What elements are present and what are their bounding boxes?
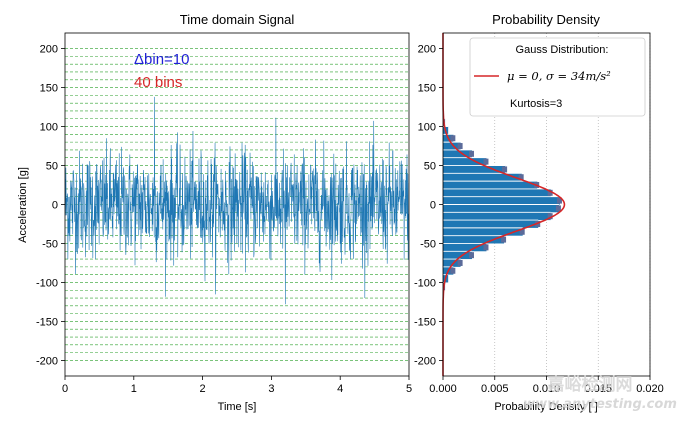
- right-y-ticks: -200 -150 -100 -50 0 50 100 150 200: [414, 44, 443, 367]
- histogram-bar: [443, 204, 559, 213]
- bin-marker: [457, 259, 463, 266]
- x-tick-label: 0.000: [429, 383, 457, 395]
- histogram-bar: [443, 212, 551, 221]
- bin-marker: [483, 244, 489, 251]
- right-x-ticks: 0.000 0.005 0.010 0.015 0.020: [429, 376, 664, 395]
- x-tick-label: 0: [62, 383, 68, 395]
- histogram-bar: [443, 251, 472, 260]
- legend-title: Gauss Distribution:: [516, 44, 609, 56]
- bin-marker: [483, 158, 489, 165]
- bin-marker: [450, 135, 456, 142]
- histogram-bar: [443, 196, 560, 205]
- histogram-bar: [443, 259, 461, 267]
- y-tick-label: -150: [36, 316, 58, 328]
- histogram-bar: [443, 227, 523, 236]
- bin-marker: [547, 189, 553, 196]
- left-x-ticks: 0 1 2 3 4 5: [62, 376, 412, 395]
- y-tick-label: -100: [36, 277, 58, 289]
- bin-marker: [519, 228, 525, 235]
- bin-marker: [468, 150, 474, 157]
- y-tick-label: 100: [40, 122, 58, 134]
- y-tick-label: -150: [414, 316, 436, 328]
- x-tick-label: 4: [337, 383, 343, 395]
- bin-marker: [468, 252, 474, 259]
- y-tick-label: 150: [40, 83, 58, 95]
- y-tick-label: 100: [418, 122, 436, 134]
- x-tick-label: 1: [131, 383, 137, 395]
- signal-line: [65, 96, 409, 305]
- histogram-bar: [443, 165, 506, 174]
- legend-entry: μ = 0, σ = 34m/s²: [507, 69, 611, 83]
- bin-marker: [457, 143, 463, 150]
- left-ylabel: Acceleration [g]: [17, 167, 29, 243]
- y-tick-label: -100: [414, 277, 436, 289]
- watermark-url: www.anytesting.com: [523, 397, 677, 412]
- annotation-bin-width: Δbin=10: [134, 51, 189, 68]
- bin-marker: [555, 205, 561, 212]
- annotation-bin-count: 40 bins: [134, 74, 182, 91]
- x-tick-label: 5: [406, 383, 412, 395]
- histogram-bars: [443, 110, 560, 299]
- histogram-bar: [443, 235, 505, 244]
- right-title: Probability Density: [492, 12, 600, 27]
- y-tick-label: 200: [418, 44, 436, 56]
- x-tick-label: 0.010: [533, 383, 561, 395]
- y-tick-label: -50: [420, 238, 436, 250]
- histogram-bar: [443, 181, 538, 189]
- watermark-text: 嘉峪检测网: [547, 374, 633, 395]
- legend: Gauss Distribution: μ = 0, σ = 34m/s² Ku…: [469, 37, 646, 117]
- bin-marker: [556, 197, 562, 204]
- histogram-bar: [443, 149, 472, 158]
- y-tick-label: 150: [418, 83, 436, 95]
- x-tick-label: 2: [200, 383, 206, 395]
- legend-note: Kurtosis=3: [510, 98, 562, 110]
- bin-marker: [502, 166, 508, 173]
- left-xlabel: Time [s]: [218, 401, 257, 413]
- left-y-ticks: -200 -150 -100 -50 0 50 100 150 200: [36, 44, 65, 367]
- histogram-bar: [443, 243, 487, 252]
- y-tick-label: -200: [414, 355, 436, 367]
- x-tick-label: 0.015: [584, 383, 612, 395]
- y-tick-label: -200: [36, 355, 58, 367]
- watermark: 嘉峪检测网 www.anytesting.com: [523, 374, 677, 412]
- x-tick-label: 0.020: [636, 383, 664, 395]
- histogram-bar: [443, 157, 487, 166]
- x-tick-label: 3: [268, 383, 274, 395]
- bin-marker: [501, 236, 507, 243]
- bin-marker: [518, 174, 524, 181]
- bin-marker: [450, 267, 456, 274]
- right-xlabel: Probability Density [ ]: [494, 401, 597, 413]
- left-panel: -200 -150 -100 -50 0 50 100 150 200 0 1 2 3 4 5 Time …: [17, 12, 412, 413]
- y-tick-label: 50: [424, 161, 436, 173]
- histogram-bar: [443, 142, 461, 150]
- x-tick-label: 0.005: [481, 383, 509, 395]
- histogram-bar: [443, 173, 522, 182]
- y-tick-label: 200: [40, 44, 58, 56]
- left-title: Time domain Signal: [180, 12, 295, 27]
- y-tick-label: 50: [46, 161, 58, 173]
- histogram-bar: [443, 220, 539, 228]
- y-tick-label: 0: [52, 200, 58, 212]
- y-tick-label: -50: [42, 238, 58, 250]
- legend-box: [469, 37, 646, 117]
- bin-marker: [547, 213, 553, 220]
- y-tick-label: 0: [430, 200, 436, 212]
- histogram-bar: [443, 188, 551, 197]
